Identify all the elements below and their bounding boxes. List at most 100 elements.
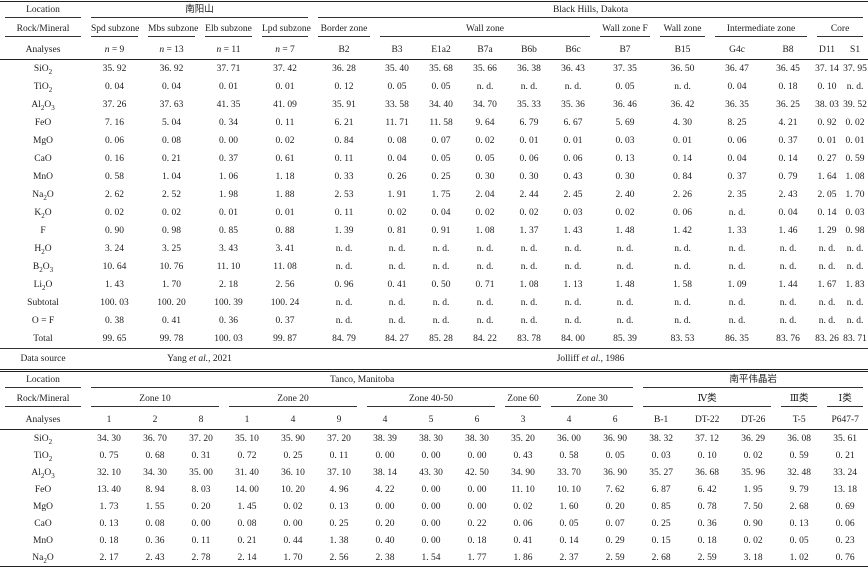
header-underline: Elb subzone [205, 24, 252, 38]
value-cell: 36. 47 [725, 64, 749, 74]
value-cell: 1. 44 [778, 280, 798, 290]
value-cell: 2. 68 [638, 549, 685, 567]
value-cell: 0. 00 [467, 450, 487, 461]
value-cell: n. d. [674, 82, 691, 92]
value-cell: 0. 30 [615, 172, 635, 182]
value-cell: 1. 42 [673, 226, 693, 236]
value-cell: 0. 05 [789, 535, 809, 546]
value-cell: 11. 10 [511, 484, 535, 495]
sample-header: 8 [178, 410, 224, 430]
value-cell: 2. 52 [162, 190, 181, 200]
value-cell: n. d. [728, 316, 746, 326]
oxide-label: H2O [34, 244, 52, 256]
value-cell: 0. 37 [219, 154, 238, 164]
value-cell: 2. 43 [132, 549, 178, 567]
sample-header: S1 [842, 40, 868, 60]
value-cell: 37. 14 [815, 64, 839, 74]
value-cell: n. d. [335, 244, 353, 254]
sample-header: E1a2 [419, 40, 464, 60]
sample-header: 3 [500, 410, 546, 430]
value-cell: 0. 59 [789, 450, 809, 461]
data-row: FeO 7. 16 5. 04 0. 34 0. 11 6. 21 11. 71 11. 58… [0, 114, 868, 132]
header-label-rock-mineral: Rock/Mineral [0, 21, 86, 40]
value-cell: 1. 91 [387, 190, 407, 200]
header-underline: Black Hills, Dakota [318, 5, 864, 19]
data-row: MnO 0. 58 1. 04 1. 06 1. 18 0. 33 0. 26 0. 25 0.… [0, 168, 868, 186]
value-cell: 0. 02 [105, 208, 124, 218]
value-cell: 35. 36 [561, 100, 585, 110]
value-cell: 38. 30 [465, 433, 489, 444]
data-row: CaO 0. 13 0. 08 0. 00 0. 08 0. 00 0. 25 0. 20 0.… [0, 515, 868, 532]
header-underline: Rock/Mineral [5, 24, 81, 38]
value-cell: 0. 01 [519, 136, 539, 146]
sample-header: B7 [595, 40, 656, 60]
sample-header: B2 [313, 40, 376, 60]
value-cell: 36. 92 [159, 64, 184, 74]
value-cell: 0. 04 [105, 82, 124, 92]
tourmaline-composition-table-bottom: Location Tanco, Manitoba 南平伟晶岩 Rock/Mineral… [0, 372, 868, 567]
oxide-label: Al2O3 [31, 467, 55, 480]
data-row: Li2O 1. 43 1. 70 2. 18 2. 56 0. 96 0. 41 0. 50 0… [0, 276, 868, 294]
value-cell: 31. 40 [235, 467, 259, 478]
value-cell: 8. 03 [191, 484, 211, 495]
value-cell: 34. 40 [429, 100, 453, 110]
value-cell: 0. 90 [105, 226, 124, 236]
value-cell: 33. 70 [557, 467, 581, 478]
value-cell: 0. 98 [845, 226, 865, 236]
value-cell: 99. 87 [257, 330, 314, 349]
sample-header: B6b [507, 40, 552, 60]
value-cell: 0. 01 [845, 136, 865, 146]
value-cell: 2. 53 [334, 190, 354, 200]
oxide-label: MgO [32, 136, 54, 146]
value-cell: 35. 92 [102, 64, 127, 74]
value-cell: 36. 43 [561, 64, 585, 74]
data-row: O = F 0. 38 0. 41 0. 36 0. 37 n. d. n. d. n. d.… [0, 312, 868, 330]
value-cell: 0. 13 [99, 518, 119, 529]
data-row: MgO 1. 73 1. 55 0. 20 1. 45 0. 02 0. 13 0. 00 0.… [0, 498, 868, 515]
value-cell: 4. 30 [673, 118, 693, 128]
value-cell: 0. 01 [219, 82, 238, 92]
oxide-label: MgO [32, 501, 54, 512]
value-cell: 0. 06 [513, 518, 533, 529]
value-cell: 1. 43 [105, 280, 124, 290]
value-cell: 0. 05 [387, 82, 407, 92]
value-cell: n. d. [846, 298, 864, 308]
header-underline: Ⅰ类 [827, 394, 864, 408]
header-underline: Tanco, Manitoba [91, 375, 634, 389]
value-cell: 1. 13 [563, 280, 583, 290]
value-cell: 1. 75 [431, 190, 451, 200]
value-cell: 0. 84 [673, 172, 693, 182]
value-cell: 0. 10 [817, 82, 837, 92]
value-cell: 13. 18 [833, 484, 858, 495]
value-cell: 37. 10 [327, 467, 351, 478]
value-cell: 8. 25 [727, 118, 747, 128]
value-cell: 0. 06 [105, 136, 124, 146]
value-cell: 0. 06 [727, 136, 747, 146]
value-cell: 7. 16 [105, 118, 124, 128]
value-cell: 1. 67 [817, 280, 837, 290]
value-cell: 11. 10 [216, 262, 241, 272]
value-cell: n. d. [476, 262, 494, 272]
zone-group-header: Lpd subzone [257, 21, 313, 40]
value-cell: 2. 78 [178, 549, 224, 567]
value-cell: 1. 83 [845, 280, 865, 290]
value-cell: 14. 00 [235, 484, 259, 495]
value-cell: 0. 76 [822, 549, 868, 567]
value-cell: 100. 39 [214, 298, 243, 308]
sample-header: 1 [224, 410, 270, 430]
value-cell: 1. 73 [99, 501, 119, 512]
sample-header: DT-26 [730, 410, 777, 430]
value-cell: 1. 38 [329, 535, 349, 546]
header-underline: Wall zone F [600, 24, 651, 38]
value-cell: 0. 37 [727, 172, 747, 182]
value-cell: n. d. [674, 298, 691, 308]
sample-header: 6 [454, 410, 500, 430]
value-cell: n. d. [818, 298, 836, 308]
value-cell: 0. 40 [375, 535, 395, 546]
value-cell: 2. 04 [475, 190, 495, 200]
zone-group-header: Wall zone [375, 21, 595, 40]
header-underline: Zone 10 [91, 394, 219, 408]
value-cell: 38. 03 [815, 100, 839, 110]
oxide-label: SiO2 [33, 433, 53, 446]
value-cell: 5. 69 [615, 118, 635, 128]
